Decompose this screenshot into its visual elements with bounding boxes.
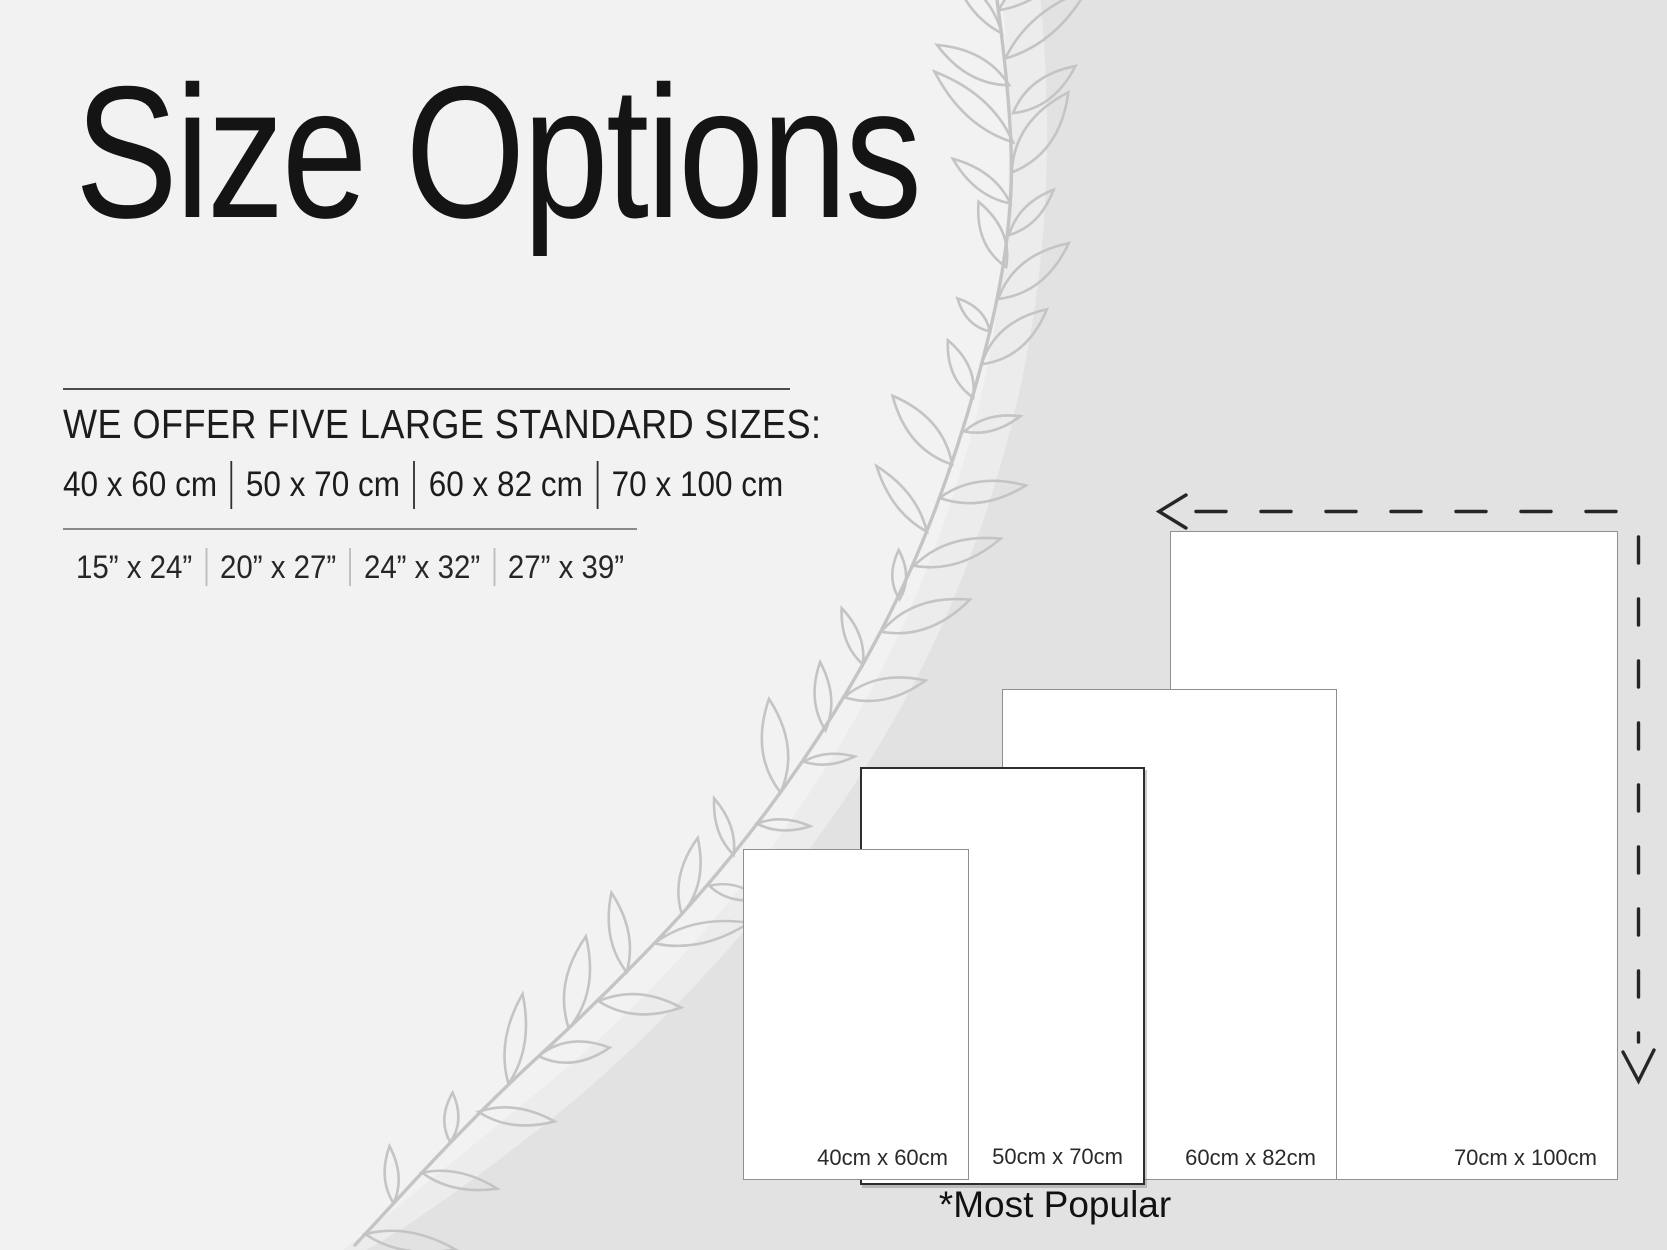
divider-line-top bbox=[63, 388, 790, 390]
inch-size-value: 27” x 39” bbox=[507, 548, 625, 585]
divider-line-bottom bbox=[63, 528, 637, 530]
size-box-label: 60cm x 82cm bbox=[1185, 1145, 1316, 1170]
page-title: Size Options bbox=[75, 47, 922, 257]
sizes-inch-row: 15” x 24” 20” x 27” 24” x 32” 27” x 39” bbox=[63, 548, 637, 586]
background-light-region bbox=[0, 0, 1010, 1250]
inch-size-value: 20” x 27” bbox=[219, 548, 337, 585]
size-box-label: 40cm x 60cm bbox=[817, 1145, 948, 1170]
inch-separator bbox=[493, 548, 495, 586]
size-box-label: 70cm x 100cm bbox=[1453, 1145, 1597, 1170]
cm-size-value: 60 x 82 cm bbox=[428, 465, 583, 504]
cm-size-value: 50 x 70 cm bbox=[245, 465, 400, 504]
cm-separator bbox=[596, 461, 599, 509]
inch-size-value: 24” x 32” bbox=[363, 548, 481, 585]
size-box-40cmx60cm: 40cm x 60cm bbox=[743, 849, 969, 1180]
most-popular-footnote: *Most Popular bbox=[938, 1184, 1172, 1225]
cm-size-value: 40 x 60 cm bbox=[63, 465, 218, 504]
sizes-cm-row: 40 x 60 cm 50 x 70 cm 60 x 82 cm 70 x 100 c… bbox=[63, 461, 783, 509]
subtitle: WE OFFER FIVE LARGE STANDARD SIZES: bbox=[63, 401, 822, 447]
size-box-label: 50cm x 70cm bbox=[992, 1144, 1123, 1169]
cm-size-value: 70 x 100 cm bbox=[611, 465, 784, 504]
cm-separator bbox=[413, 461, 416, 509]
inch-separator bbox=[205, 548, 207, 586]
inch-size-value: 15” x 24” bbox=[75, 548, 193, 585]
cm-separator bbox=[230, 461, 233, 509]
inch-separator bbox=[349, 548, 351, 586]
branch-illustration bbox=[353, 0, 1091, 1250]
